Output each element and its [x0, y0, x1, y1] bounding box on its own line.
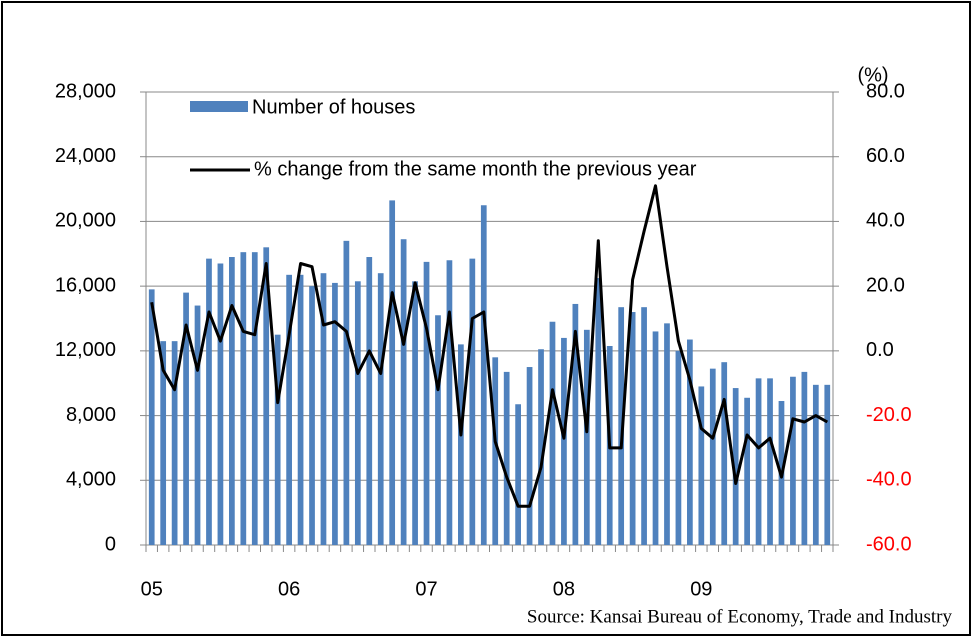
x-tick-label: 07 — [415, 578, 437, 600]
bar — [160, 341, 167, 545]
bar — [183, 292, 189, 545]
y-tick-label: 0 — [105, 533, 116, 555]
legend-label: % change from the same month the previou… — [254, 158, 697, 180]
bar — [492, 357, 499, 545]
bar — [503, 371, 510, 545]
bar — [538, 349, 544, 545]
y-tick-label: 28,000 — [55, 80, 116, 102]
x-tick-label: 08 — [553, 578, 575, 600]
bar — [240, 252, 247, 546]
bar — [526, 367, 533, 545]
bar — [664, 323, 670, 545]
bar — [629, 312, 636, 545]
y-tick-label: 24,000 — [55, 145, 116, 167]
bar — [423, 261, 430, 545]
bar — [652, 331, 659, 545]
bar — [812, 384, 819, 545]
legend-label: Number of houses — [252, 96, 415, 118]
y-tick-label: 16,000 — [55, 274, 116, 296]
bar — [412, 281, 418, 545]
bar — [824, 384, 831, 545]
x-tick-label: 09 — [690, 578, 712, 600]
x-tick-label: 05 — [141, 578, 163, 600]
y-tick-label: 8,000 — [66, 404, 116, 426]
bar — [286, 274, 292, 545]
y2-tick-label: 0.0 — [866, 339, 894, 361]
bar — [698, 386, 705, 545]
y2-tick-label: 20.0 — [866, 274, 905, 296]
y2-tick-label: -60.0 — [866, 533, 912, 555]
bar — [217, 263, 224, 545]
y-tick-label: 20,000 — [55, 210, 116, 232]
y2-unit: (%) — [857, 64, 888, 86]
bar — [389, 200, 396, 545]
bar — [274, 334, 281, 545]
bar — [687, 339, 693, 545]
bar — [744, 397, 750, 545]
line — [150, 184, 829, 508]
bar — [354, 281, 361, 545]
bar — [366, 257, 373, 545]
y2-tick-label: 40.0 — [866, 210, 905, 232]
bar — [732, 388, 739, 545]
bar — [801, 371, 808, 545]
bar — [595, 278, 602, 545]
bar — [343, 240, 350, 546]
bar — [263, 247, 270, 546]
bar — [709, 368, 716, 545]
x-tick-label: 06 — [278, 578, 300, 600]
y-tick-label: 4,000 — [66, 469, 116, 491]
bar — [206, 258, 212, 545]
bar — [251, 252, 258, 546]
bar — [583, 329, 590, 545]
bar — [194, 305, 201, 545]
bar — [549, 321, 556, 545]
y2-tick-label: -20.0 — [866, 404, 912, 426]
bar — [515, 404, 521, 545]
bar — [790, 376, 796, 545]
bar — [561, 337, 567, 545]
bar — [641, 307, 647, 545]
y-tick-label: 12,000 — [55, 339, 116, 361]
bar — [377, 273, 384, 545]
bar — [400, 239, 407, 545]
bar — [469, 258, 476, 545]
bar — [458, 344, 464, 545]
y2-tick-label: 80.0 — [866, 80, 905, 102]
y2-tick-label: -40.0 — [866, 469, 912, 491]
legend-swatch — [190, 101, 248, 112]
bar — [572, 303, 579, 545]
bar — [229, 257, 235, 545]
bar — [446, 260, 453, 545]
bar — [675, 350, 682, 545]
bar — [148, 289, 155, 545]
bar — [721, 362, 728, 545]
source: Source: Kansai Bureau of Economy, Trade … — [527, 606, 953, 627]
bar — [309, 286, 315, 545]
bar — [755, 378, 762, 545]
bar — [332, 282, 338, 545]
bar — [480, 205, 487, 545]
bar — [297, 274, 304, 545]
bar — [320, 273, 327, 545]
y2-tick-label: 60.0 — [866, 145, 905, 167]
bar — [435, 315, 441, 545]
bar — [767, 378, 773, 545]
bar — [171, 341, 178, 545]
